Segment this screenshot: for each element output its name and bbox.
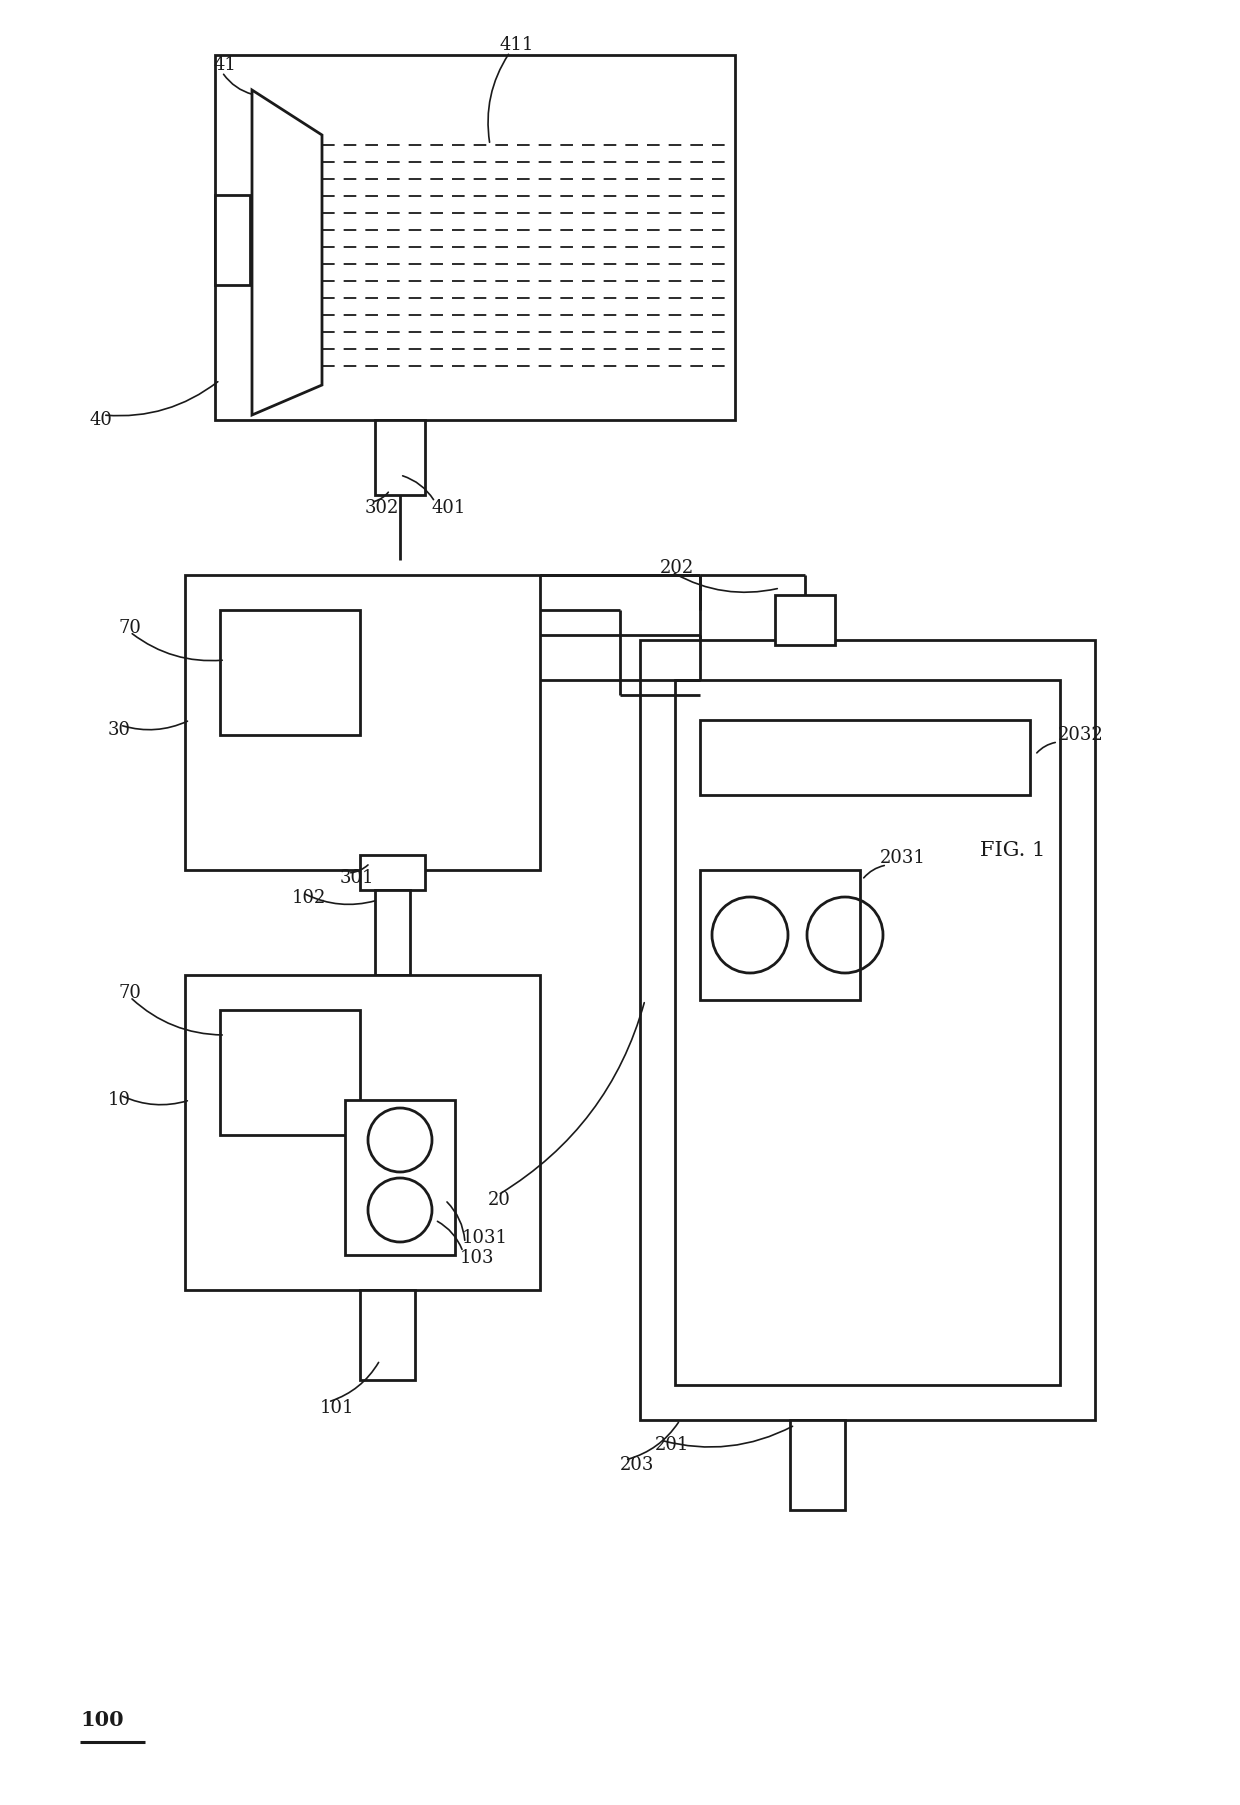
Bar <box>215 54 735 421</box>
Text: FIG. 1: FIG. 1 <box>980 841 1045 859</box>
Bar <box>360 856 425 890</box>
Bar <box>219 1011 360 1135</box>
Bar <box>790 1421 844 1511</box>
Text: 1031: 1031 <box>463 1229 508 1247</box>
Bar <box>185 576 539 870</box>
Text: 203: 203 <box>620 1457 655 1475</box>
Text: 411: 411 <box>500 36 534 54</box>
Text: 102: 102 <box>291 890 326 906</box>
Text: 70: 70 <box>118 619 141 637</box>
Bar <box>185 975 539 1291</box>
Bar <box>374 890 410 975</box>
Text: 302: 302 <box>365 498 399 516</box>
Text: 401: 401 <box>432 498 466 516</box>
Text: 103: 103 <box>460 1249 495 1267</box>
Text: 30: 30 <box>108 720 131 738</box>
Text: 41: 41 <box>213 56 236 74</box>
Bar <box>701 870 861 1000</box>
Bar <box>374 421 425 495</box>
Bar <box>345 1099 455 1254</box>
Text: 40: 40 <box>91 412 113 430</box>
Bar <box>640 641 1095 1421</box>
Text: 2031: 2031 <box>880 848 926 866</box>
Text: 202: 202 <box>660 560 694 578</box>
Text: 10: 10 <box>108 1090 131 1108</box>
Bar <box>360 1291 415 1381</box>
Bar <box>701 720 1030 794</box>
Bar <box>215 195 250 285</box>
Text: 301: 301 <box>340 868 374 886</box>
Bar <box>675 680 1060 1384</box>
Text: 20: 20 <box>489 1191 511 1209</box>
Bar <box>219 610 360 735</box>
Text: 2032: 2032 <box>1058 726 1104 744</box>
Text: 201: 201 <box>655 1437 689 1455</box>
Text: 100: 100 <box>81 1709 124 1729</box>
Text: 70: 70 <box>118 984 141 1002</box>
Text: 101: 101 <box>320 1399 355 1417</box>
Bar <box>775 596 835 644</box>
